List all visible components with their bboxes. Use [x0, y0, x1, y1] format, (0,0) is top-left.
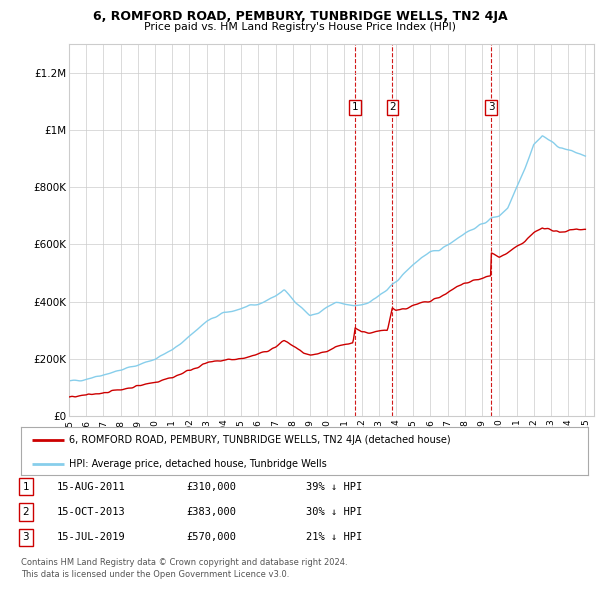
Text: £570,000: £570,000 — [186, 533, 236, 542]
Text: 3: 3 — [488, 102, 494, 112]
Text: 21% ↓ HPI: 21% ↓ HPI — [306, 533, 362, 542]
Text: 6, ROMFORD ROAD, PEMBURY, TUNBRIDGE WELLS, TN2 4JA (detached house): 6, ROMFORD ROAD, PEMBURY, TUNBRIDGE WELL… — [69, 435, 451, 445]
Text: £310,000: £310,000 — [186, 482, 236, 491]
Text: 2: 2 — [389, 102, 396, 112]
Text: 1: 1 — [22, 482, 29, 491]
Text: 6, ROMFORD ROAD, PEMBURY, TUNBRIDGE WELLS, TN2 4JA: 6, ROMFORD ROAD, PEMBURY, TUNBRIDGE WELL… — [92, 10, 508, 23]
Text: 30% ↓ HPI: 30% ↓ HPI — [306, 507, 362, 517]
Text: HPI: Average price, detached house, Tunbridge Wells: HPI: Average price, detached house, Tunb… — [69, 459, 327, 469]
Text: 15-JUL-2019: 15-JUL-2019 — [57, 533, 126, 542]
Text: 3: 3 — [22, 533, 29, 542]
Text: 15-AUG-2011: 15-AUG-2011 — [57, 482, 126, 491]
Text: 39% ↓ HPI: 39% ↓ HPI — [306, 482, 362, 491]
Text: £383,000: £383,000 — [186, 507, 236, 517]
Text: 15-OCT-2013: 15-OCT-2013 — [57, 507, 126, 517]
Text: Price paid vs. HM Land Registry's House Price Index (HPI): Price paid vs. HM Land Registry's House … — [144, 22, 456, 32]
Text: 2: 2 — [22, 507, 29, 517]
Text: Contains HM Land Registry data © Crown copyright and database right 2024.
This d: Contains HM Land Registry data © Crown c… — [21, 558, 347, 579]
Text: 1: 1 — [352, 102, 358, 112]
